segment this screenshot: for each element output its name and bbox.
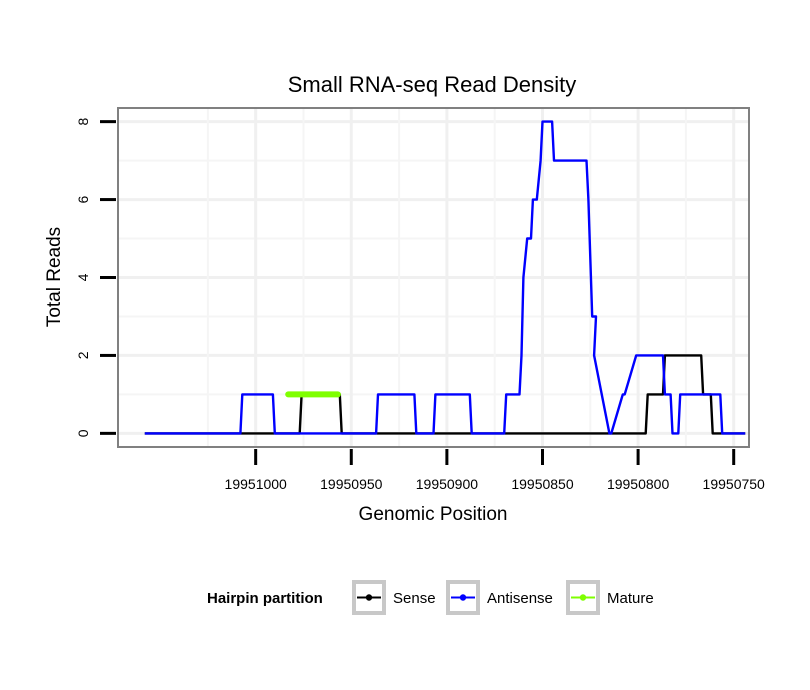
- series-layer: [144, 120, 746, 435]
- legend: Hairpin partition Sense Antisense Mature: [207, 580, 654, 615]
- legend-entries: Sense Antisense Mature: [352, 580, 654, 615]
- x-tick-label: 19951000: [225, 476, 288, 492]
- x-tick-label: 19950800: [607, 476, 670, 492]
- grid-lines: [118, 108, 749, 447]
- y-tick-label: 6: [75, 195, 91, 203]
- legend-entry-sense: Sense: [352, 580, 436, 615]
- plot-border: [117, 107, 750, 448]
- y-axis: 0 2 4 6 8: [75, 117, 116, 437]
- legend-label: Sense: [393, 590, 436, 607]
- x-tick-label: 19950750: [703, 476, 766, 492]
- x-tick-label: 19950900: [416, 476, 479, 492]
- x-tick-label: 19950950: [320, 476, 383, 492]
- x-axis-title: Genomic Position: [359, 504, 508, 525]
- series-line-antisense: [144, 120, 746, 435]
- legend-title: Hairpin partition: [207, 590, 323, 607]
- legend-key-point: [579, 594, 587, 601]
- y-tick-label: 8: [75, 117, 91, 125]
- x-axis: 19951000 19950950 19950900 19950850 19950800…: [225, 449, 766, 492]
- y-tick-label: 2: [75, 351, 91, 359]
- plot-panel: [117, 107, 750, 448]
- legend-key-point: [459, 594, 467, 601]
- legend-label: Antisense: [487, 590, 553, 607]
- x-tick-label: 19950850: [511, 476, 574, 492]
- chart-title: Small RNA-seq Read Density: [288, 72, 577, 97]
- y-tick-label: 0: [75, 429, 91, 437]
- y-tick-label: 4: [75, 273, 91, 281]
- legend-key-point: [365, 594, 373, 601]
- y-axis-title: Total Reads: [44, 227, 65, 327]
- legend-entry-antisense: Antisense: [446, 580, 553, 615]
- legend-entry-mature: Mature: [566, 580, 654, 615]
- legend-label: Mature: [607, 590, 654, 607]
